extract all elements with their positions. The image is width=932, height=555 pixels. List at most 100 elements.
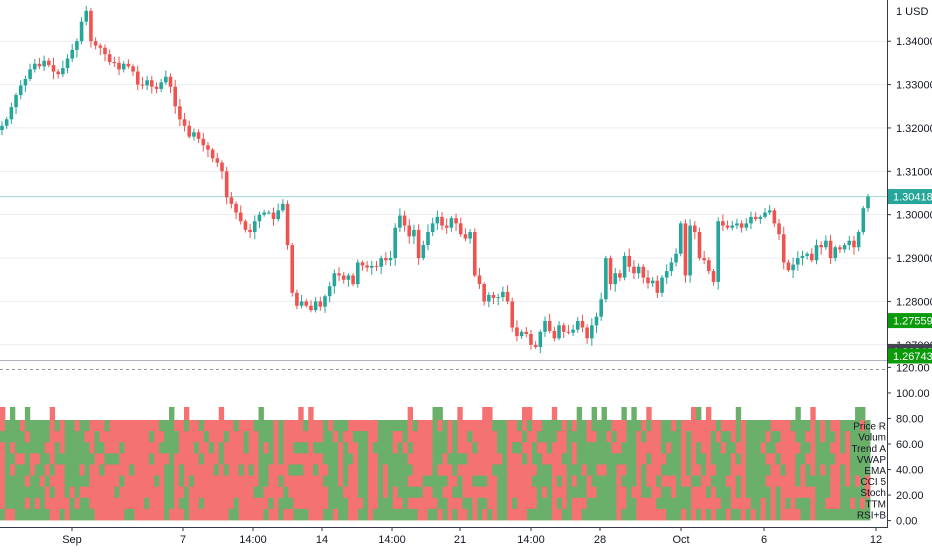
heat-cell <box>447 497 453 510</box>
heat-cell <box>700 508 707 521</box>
heat-cell <box>139 475 145 488</box>
currency-label[interactable]: 1 USD 0 <box>896 6 932 18</box>
heat-cell <box>188 475 195 488</box>
heat-cell <box>89 442 95 454</box>
time-axis[interactable]: Sep 7 14:00 14 14:00 21 14:00 28 Oct 6 12 <box>62 528 882 546</box>
heat-cell <box>328 453 334 465</box>
heat-cell <box>522 475 528 488</box>
heat-cell <box>348 497 354 510</box>
heat-cell <box>735 464 742 476</box>
heat-cell <box>243 475 249 488</box>
heat-cell <box>154 431 160 443</box>
heat-cell <box>556 508 563 521</box>
heat-cell <box>298 431 304 443</box>
candle-body <box>604 258 608 300</box>
heat-cell <box>318 431 324 443</box>
heat-cell <box>34 431 41 443</box>
price-axis[interactable]: 1.340001.330001.320001.310001.300001.290… <box>887 36 932 352</box>
heat-cell <box>492 464 498 476</box>
heat-cell <box>790 475 796 488</box>
heat-cell <box>606 420 612 432</box>
price-pane[interactable] <box>0 5 887 354</box>
heat-cell <box>34 442 41 454</box>
heat-cell <box>661 431 667 443</box>
heat-cell <box>397 442 404 454</box>
heat-cell <box>696 453 702 465</box>
heat-cell <box>611 420 617 432</box>
heat-cell <box>810 420 816 432</box>
heat-cell <box>671 508 677 521</box>
heat-cell <box>581 486 588 499</box>
heat-cell <box>233 453 240 465</box>
candle-body <box>646 277 650 284</box>
heat-cell <box>0 508 6 521</box>
heat-cell <box>865 431 871 443</box>
candle-body <box>543 320 547 332</box>
heat-cell <box>641 453 647 465</box>
heat-cell <box>273 475 279 488</box>
heat-cell <box>313 464 319 476</box>
heat-cell <box>840 464 846 476</box>
heat-cell <box>815 497 821 510</box>
heat-cell <box>462 497 468 510</box>
heat-cell <box>258 508 264 521</box>
heat-cell <box>700 486 707 499</box>
heat-cell <box>129 442 135 454</box>
heat-cell <box>656 497 662 510</box>
candle-body <box>552 330 557 339</box>
heat-cell <box>576 486 583 499</box>
heat-spike <box>298 407 304 420</box>
heat-cell <box>278 486 284 499</box>
heat-cell <box>139 508 145 521</box>
heat-cell <box>29 486 36 499</box>
heat-cell <box>462 486 468 499</box>
heat-cell <box>34 486 41 499</box>
heat-cell <box>586 420 592 432</box>
heat-cell <box>646 497 652 510</box>
heat-cell <box>855 431 861 443</box>
heat-cell <box>666 464 672 476</box>
heat-cell <box>94 442 100 454</box>
heat-cell <box>432 508 438 521</box>
heat-cell <box>586 431 592 443</box>
heat-cell <box>522 486 528 499</box>
heat-cell <box>700 420 707 432</box>
heat-cell <box>586 453 592 465</box>
heat-cell <box>745 453 752 465</box>
heat-spike <box>526 407 533 420</box>
heat-cell <box>298 420 304 432</box>
heat-cell <box>865 442 871 454</box>
heat-cell <box>596 431 602 443</box>
heat-cell <box>452 475 458 488</box>
heat-cell <box>681 431 687 443</box>
heat-cell <box>273 442 279 454</box>
heat-cell <box>790 508 796 521</box>
heat-cell <box>174 442 180 454</box>
heat-cell <box>352 453 359 465</box>
heat-cell <box>621 453 627 465</box>
heat-cell <box>149 497 155 510</box>
heat-cell <box>104 475 110 488</box>
heat-cell <box>348 420 354 432</box>
heat-cell <box>646 475 652 488</box>
heat-cell <box>601 453 607 465</box>
heat-cell <box>238 464 244 476</box>
heat-cell <box>616 464 622 476</box>
candle-body <box>739 223 744 228</box>
candle-body <box>828 240 833 259</box>
heat-cell <box>367 497 374 510</box>
heat-cell <box>14 420 21 432</box>
candle-body <box>243 221 248 230</box>
price-tick-label: 1.29000 <box>896 253 932 265</box>
heat-cell <box>104 420 110 432</box>
heat-cell <box>840 508 846 521</box>
heat-cell <box>343 486 349 499</box>
heat-cell <box>770 453 776 465</box>
heat-cell <box>0 497 6 510</box>
heat-cell <box>631 497 637 510</box>
heat-cell <box>74 497 80 510</box>
candle-body <box>707 260 711 272</box>
